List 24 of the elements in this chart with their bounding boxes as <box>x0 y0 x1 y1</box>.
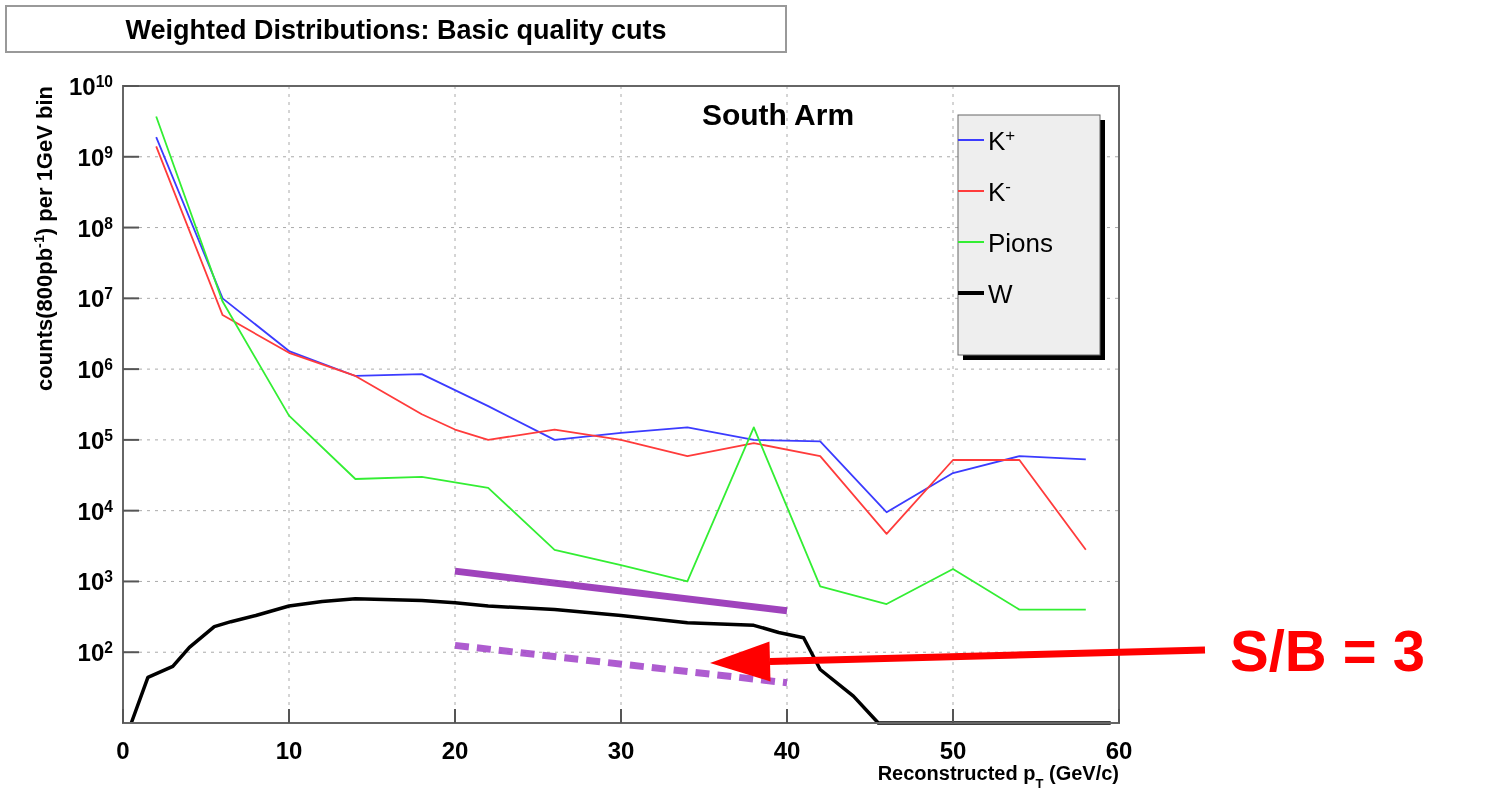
x-tick-label: 50 <box>939 737 967 764</box>
x-tick-label: 60 <box>1105 737 1133 764</box>
legend-label: Pions <box>988 228 1054 258</box>
x-tick-label: 10 <box>275 737 303 764</box>
y-tick-label: 10$^{8}$ <box>77 214 114 242</box>
y-tick-label: 10$^{2}$ <box>77 638 114 667</box>
x-tick-label: 40 <box>773 737 801 764</box>
legend-label: K$^{+}$ <box>988 125 1016 156</box>
y-tick-label: 10$^{3}$ <box>77 567 114 596</box>
x-tick-label: 0 <box>116 737 130 764</box>
chart-subtitle: South Arm <box>701 98 855 131</box>
x-tick-label: 30 <box>607 737 635 764</box>
y-tick-label: 10$^{10}$ <box>68 72 114 100</box>
legend-label: K$^{-}$ <box>988 176 1011 207</box>
y-tick-label: 10$^{5}$ <box>77 426 114 454</box>
x-axis-title: Reconstructed p$_{T}$ (GeV/c) <box>877 762 1119 789</box>
chart-title: Weighted Distributions: Basic quality cuts <box>125 15 667 45</box>
y-tick-label: 10$^{7}$ <box>77 284 113 313</box>
x-tick-label: 20 <box>441 737 469 764</box>
text: S/B = 3 <box>1230 618 1426 683</box>
y-tick-label: 10$^{6}$ <box>77 355 114 384</box>
y-tick-label: 10$^{9}$ <box>77 143 114 171</box>
legend-label: W <box>988 279 1013 309</box>
y-tick-label: 10$^{4}$ <box>77 497 114 525</box>
